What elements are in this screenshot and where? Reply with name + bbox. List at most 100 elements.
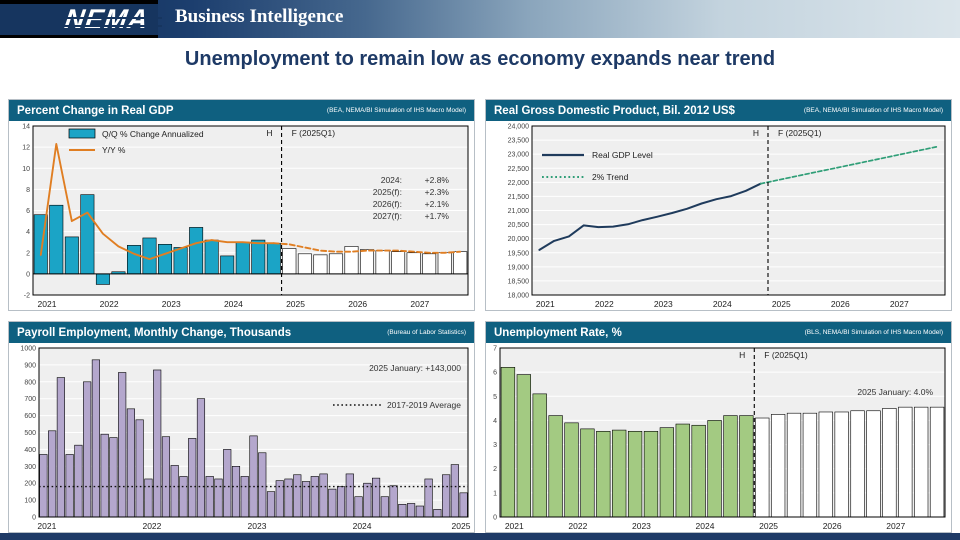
svg-text:24,000: 24,000	[508, 124, 530, 131]
svg-text:Real GDP Level: Real GDP Level	[592, 150, 653, 160]
svg-text:2024: 2024	[224, 299, 243, 309]
svg-text:F (2025Q1): F (2025Q1)	[292, 128, 336, 138]
svg-text:10: 10	[22, 166, 30, 173]
svg-text:2024: 2024	[353, 521, 372, 531]
svg-text:2025: 2025	[286, 299, 305, 309]
svg-text:1: 1	[493, 490, 497, 497]
nema-logo: NEMA	[0, 0, 162, 38]
svg-text:2024:: 2024:	[381, 175, 402, 185]
svg-text:2027(f):: 2027(f):	[373, 211, 402, 221]
svg-text:14: 14	[22, 124, 30, 131]
svg-text:2: 2	[493, 466, 497, 473]
footer-bar	[0, 533, 960, 540]
svg-text:23,000: 23,000	[508, 152, 530, 159]
svg-text:22,000: 22,000	[508, 180, 530, 187]
svg-text:6: 6	[493, 370, 497, 377]
svg-text:2017-2019 Average: 2017-2019 Average	[387, 400, 461, 410]
chart-body: 18,000 18,500 19,000 19,500 20,000 20,500 21,0…	[486, 121, 951, 311]
svg-text:500: 500	[24, 430, 36, 437]
svg-text:2025 January: +143,000: 2025 January: +143,000	[369, 363, 461, 373]
svg-text:2% Trend: 2% Trend	[592, 172, 629, 182]
svg-text:H: H	[753, 128, 759, 138]
page-title: Unemployment to remain low as economy ex…	[184, 48, 776, 70]
svg-text:2026(f):: 2026(f):	[373, 199, 402, 209]
svg-text:F (2025Q1): F (2025Q1)	[778, 128, 822, 138]
svg-text:+2.3%: +2.3%	[425, 187, 450, 197]
svg-text:Q/Q % Change Annualized: Q/Q % Change Annualized	[102, 129, 204, 139]
panel-title: Percent Change in Real GDP	[17, 104, 174, 117]
panel-header: Real Gross Domestic Product, Bil. 2012 U…	[486, 100, 951, 121]
svg-text:2: 2	[26, 250, 30, 257]
svg-text:0: 0	[32, 515, 36, 522]
svg-text:2022: 2022	[142, 521, 161, 531]
panel-payroll: Payroll Employment, Monthly Change, Thou…	[8, 321, 475, 533]
svg-text:2026: 2026	[823, 521, 842, 531]
svg-text:300: 300	[24, 464, 36, 471]
panel-header: Percent Change in Real GDP (BEA, NEMA/BI…	[9, 100, 474, 121]
svg-text:2025: 2025	[452, 521, 471, 531]
gdp-change-chart: -2 0 2 4 6 8 10 12 14 2021 2022 2023 2024 2025 2026 202…	[22, 124, 469, 309]
chart-body: 0 1 2 3 4 5 6 7 2021 2022 2023 2024 2025 2026 2027 H F (…	[486, 343, 951, 533]
panel-source: (BEA, NEMA/BI Simulation of IHS Macro Mo…	[803, 107, 943, 114]
svg-text:21,500: 21,500	[508, 194, 530, 201]
svg-text:22,500: 22,500	[508, 166, 530, 173]
svg-text:3: 3	[493, 442, 497, 449]
svg-text:4: 4	[493, 418, 497, 425]
svg-text:0: 0	[26, 271, 30, 278]
svg-text:+2.1%: +2.1%	[425, 199, 450, 209]
svg-text:2025 January: 4.0%: 2025 January: 4.0%	[857, 387, 933, 397]
svg-text:2027: 2027	[410, 299, 429, 309]
panel-title: Payroll Employment, Monthly Change, Thou…	[17, 326, 292, 339]
svg-text:100: 100	[24, 498, 36, 505]
svg-text:700: 700	[24, 396, 36, 403]
svg-text:+2.8%: +2.8%	[425, 175, 450, 185]
svg-text:23,500: 23,500	[508, 138, 530, 145]
svg-text:18,500: 18,500	[508, 278, 530, 285]
svg-text:H: H	[739, 350, 745, 360]
svg-text:1000: 1000	[20, 346, 36, 353]
svg-text:2021: 2021	[536, 299, 555, 309]
svg-text:12: 12	[22, 145, 30, 152]
svg-text:200: 200	[24, 481, 36, 488]
svg-text:8: 8	[26, 187, 30, 194]
panel-gdp-change: Percent Change in Real GDP (BEA, NEMA/BI…	[8, 99, 475, 311]
panel-header: Unemployment Rate, % (BLS, NEMA/BI Simul…	[486, 322, 951, 343]
svg-text:2025: 2025	[759, 521, 778, 531]
panel-unemployment: Unemployment Rate, % (BLS, NEMA/BI Simul…	[485, 321, 952, 533]
svg-text:400: 400	[24, 447, 36, 454]
svg-text:2024: 2024	[696, 521, 715, 531]
svg-text:2025: 2025	[772, 299, 791, 309]
svg-text:19,500: 19,500	[508, 250, 530, 257]
real-gdp-chart: 18,000 18,500 19,000 19,500 20,000 20,500 21,0…	[508, 124, 946, 309]
svg-text:900: 900	[24, 362, 36, 369]
svg-text:2024: 2024	[713, 299, 732, 309]
svg-text:+1.7%: +1.7%	[425, 211, 450, 221]
svg-text:2027: 2027	[890, 299, 909, 309]
chart-body: 0 100 200 300 400 500 600 700 800 900 1000 2021 2022…	[9, 343, 474, 533]
svg-text:F (2025Q1): F (2025Q1)	[764, 350, 808, 360]
svg-text:20,000: 20,000	[508, 236, 530, 243]
svg-text:4: 4	[26, 229, 30, 236]
logo-stripe	[0, 25, 162, 27]
svg-text:2021: 2021	[37, 521, 56, 531]
svg-text:2021: 2021	[505, 521, 524, 531]
svg-text:2023: 2023	[654, 299, 673, 309]
panel-real-gdp: Real Gross Domestic Product, Bil. 2012 U…	[485, 99, 952, 311]
payroll-chart: 0 100 200 300 400 500 600 700 800 900 1000 2021 2022…	[20, 346, 471, 532]
svg-text:2026: 2026	[831, 299, 850, 309]
svg-text:2023: 2023	[632, 521, 651, 531]
svg-text:0: 0	[493, 515, 497, 522]
svg-text:2022: 2022	[568, 521, 587, 531]
svg-text:2025(f):: 2025(f):	[373, 187, 402, 197]
svg-text:5: 5	[493, 394, 497, 401]
panel-header: Payroll Employment, Monthly Change, Thou…	[9, 322, 474, 343]
app-title: Business Intelligence	[175, 6, 344, 27]
nema-logo-text: NEMA	[62, 4, 151, 34]
svg-text:20,500: 20,500	[508, 222, 530, 229]
svg-text:600: 600	[24, 413, 36, 420]
svg-text:2027: 2027	[886, 521, 905, 531]
svg-text:2022: 2022	[100, 299, 119, 309]
svg-text:2022: 2022	[595, 299, 614, 309]
svg-text:7: 7	[493, 346, 497, 353]
